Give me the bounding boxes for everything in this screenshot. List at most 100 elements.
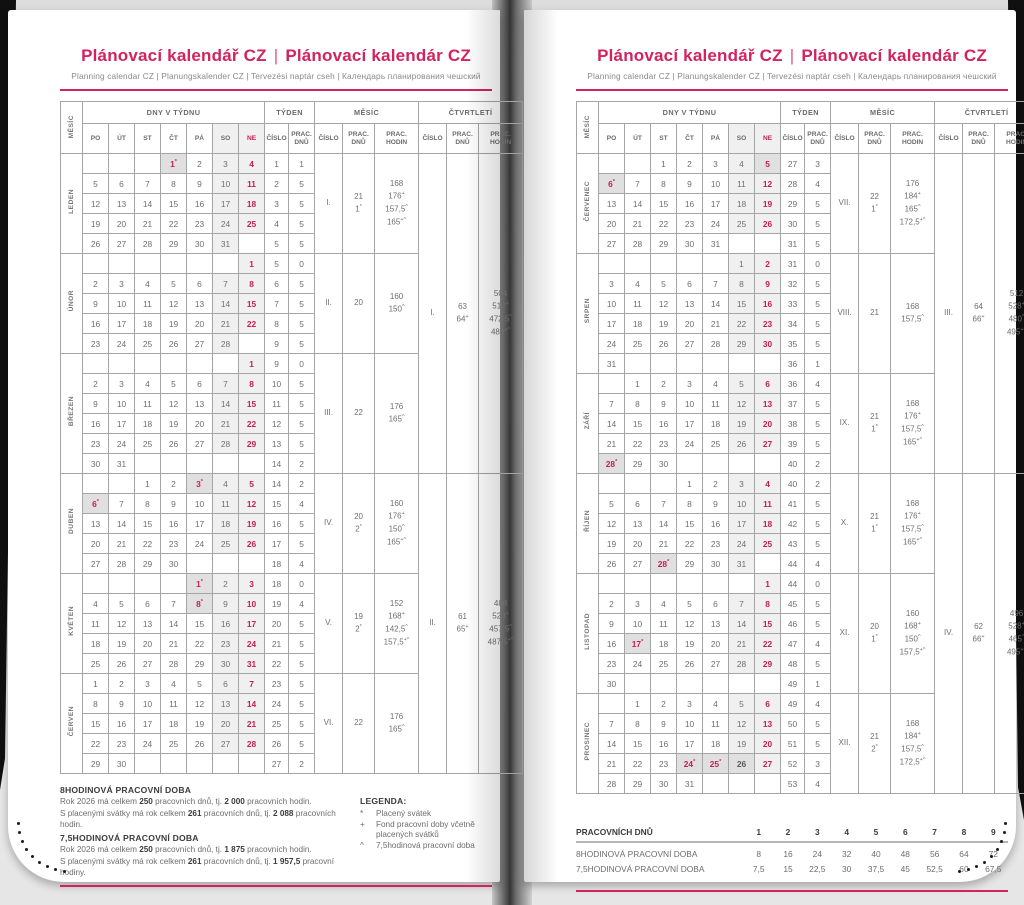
day-cell <box>108 353 135 374</box>
day-cell: 4 <box>624 273 651 294</box>
day-cell: 17 <box>702 193 729 214</box>
day-cell: 30 <box>186 233 213 254</box>
header-day-po: PO <box>598 123 625 154</box>
week-workdays-cell: 5 <box>804 713 832 734</box>
day-cell: 19 <box>728 733 755 754</box>
week-number-cell: 28 <box>780 173 806 194</box>
day-cell <box>134 573 161 594</box>
week-number-cell: 23 <box>264 673 290 694</box>
hours-row-label: 8HODINOVÁ PRACOVNÍ DOBA <box>576 848 698 859</box>
month-number-cell: VI. <box>314 673 344 774</box>
day-cell: 21 <box>650 533 677 554</box>
month-number-cell: I. <box>314 153 344 254</box>
day-cell: 14 <box>598 733 625 754</box>
day-cell: 2 <box>676 153 703 174</box>
header-mesic-side: MĚSÍC <box>576 101 599 154</box>
perforation-dot <box>995 847 999 851</box>
worktime-number: 261 <box>187 809 202 819</box>
hours-header-col: 9 <box>990 826 996 837</box>
day-cell <box>676 353 703 374</box>
day-cell: 3 <box>212 153 239 174</box>
day-cell: 29 <box>728 333 755 354</box>
perforation-dot <box>1000 839 1003 843</box>
week-row: 31 36 1 <box>577 353 1024 374</box>
week-workdays-cell: 5 <box>288 273 316 294</box>
week-workdays-cell: 5 <box>288 533 316 554</box>
sunday-day-cell: 2 <box>753 253 782 274</box>
week-workdays-cell: 5 <box>288 673 316 694</box>
week-workdays-cell: 5 <box>804 233 832 254</box>
week-workdays-cell: 5 <box>288 373 316 394</box>
day-cell: 24 <box>702 213 729 234</box>
day-cell: 8 <box>134 493 161 514</box>
day-cell: 27 <box>186 433 213 454</box>
day-cell: 2 <box>212 573 239 594</box>
day-cell: 20 <box>134 633 161 654</box>
week-number-cell: 35 <box>780 333 806 354</box>
day-cell <box>650 353 677 374</box>
day-cell: 27 <box>702 653 729 674</box>
day-cell: 21 <box>702 313 729 334</box>
header-mesic-side: MĚSÍC <box>60 101 83 154</box>
day-cell: 28 <box>624 233 651 254</box>
sunday-day-cell: 4 <box>753 473 782 494</box>
hours-value: 48 <box>900 848 910 859</box>
day-cell: 7 <box>212 373 239 394</box>
day-cell: 16 <box>676 193 703 214</box>
header-cislo: ČÍSLO <box>830 123 860 154</box>
day-cell: 1 <box>728 253 755 274</box>
day-cell: 7 <box>650 493 677 514</box>
month-hours-cell: 168 176+ 157,5^ 165+^ <box>374 153 420 254</box>
day-cell: 29 <box>186 653 213 674</box>
worktime-line: S placenými svátky má rok celkem 261 pra… <box>60 808 350 830</box>
day-cell: 26 <box>160 333 187 354</box>
quarter-workdays-cell: 62 66+ <box>962 473 996 794</box>
week-number-cell: 41 <box>780 493 806 514</box>
week-number-cell: 3 <box>264 193 290 214</box>
quarter-number-cell: III. <box>934 153 964 474</box>
month-hours-cell: 160 168+ 150^ 157,5+^ <box>890 573 936 694</box>
worktime-number: 1 875 <box>224 845 245 855</box>
week-number-cell: 9 <box>264 333 290 354</box>
day-cell: 12 <box>160 393 187 414</box>
day-cell <box>134 253 161 274</box>
month-workdays-cell: 22 <box>342 353 376 474</box>
day-cell: 17 <box>108 313 135 334</box>
week-workdays-cell: 2 <box>804 473 832 494</box>
week-number-cell: 25 <box>264 713 290 734</box>
hours-value: 60 <box>959 863 969 874</box>
sunday-day-cell: 13 <box>753 713 782 734</box>
day-cell <box>134 753 161 774</box>
week-number-cell: 17 <box>264 533 290 554</box>
day-cell: 2 <box>82 373 109 394</box>
day-cell <box>212 753 239 774</box>
hours-value: 7,5 <box>752 863 765 874</box>
day-cell: 2 <box>650 693 677 714</box>
day-cell: 24 <box>624 653 651 674</box>
sunday-day-cell: 29 <box>237 433 266 454</box>
month-name-cell: PROSINEC <box>576 693 599 794</box>
holiday-day-cell: 28* <box>650 553 677 574</box>
day-cell <box>676 673 703 694</box>
day-cell: 3 <box>598 273 625 294</box>
day-cell: 31 <box>728 553 755 574</box>
day-cell: 2 <box>702 473 729 494</box>
day-cell: 10 <box>186 493 213 514</box>
day-cell: 25 <box>624 333 651 354</box>
month-name-cell: ZÁŘÍ <box>576 373 599 474</box>
week-workdays-cell: 4 <box>804 773 832 794</box>
day-cell <box>650 473 677 494</box>
day-cell: 15 <box>650 193 677 214</box>
month-name-cell: LEDEN <box>60 153 83 254</box>
day-cell: 9 <box>598 613 625 634</box>
day-cell: 5 <box>650 273 677 294</box>
quarter-workdays-cell: 61 65+ <box>446 473 480 774</box>
day-cell: 9 <box>676 173 703 194</box>
week-number-cell: 43 <box>780 533 806 554</box>
day-cell: 19 <box>728 413 755 434</box>
month-hours-cell: 176 184+ 165^ 172,5+^ <box>890 153 936 254</box>
day-cell: 9 <box>650 393 677 414</box>
day-cell: 16 <box>702 513 729 534</box>
week-workdays-cell: 3 <box>804 153 832 174</box>
day-cell: 23 <box>212 633 239 654</box>
